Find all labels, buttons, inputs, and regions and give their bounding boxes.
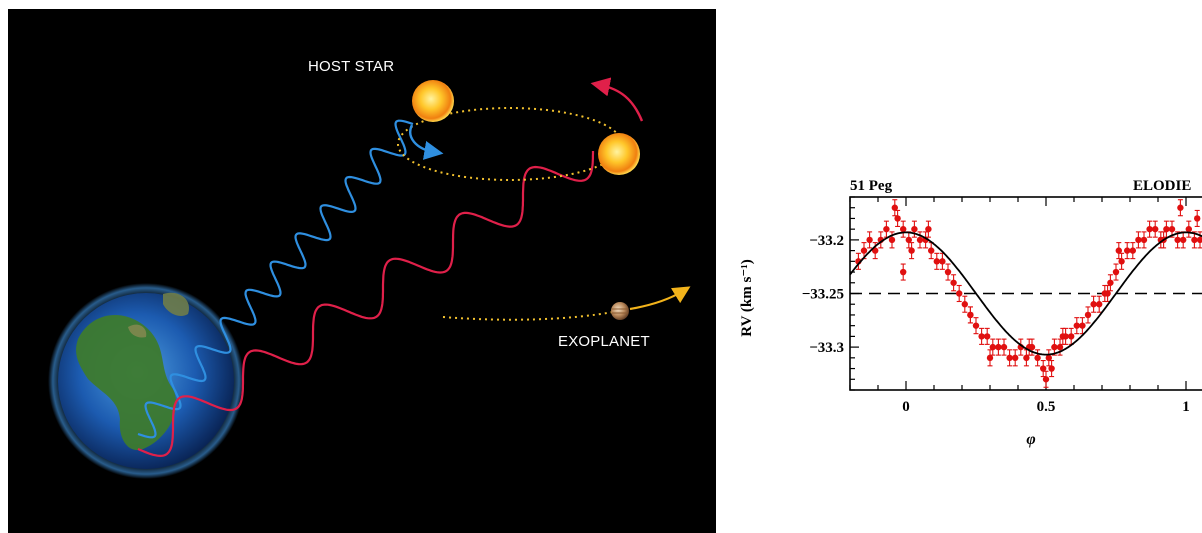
data-point bbox=[1174, 236, 1181, 244]
data-point bbox=[908, 247, 915, 254]
data-point bbox=[891, 204, 898, 211]
data-point bbox=[1152, 225, 1159, 233]
data-point bbox=[883, 225, 890, 233]
data-point bbox=[1023, 354, 1030, 362]
data-point bbox=[1012, 354, 1019, 362]
data-point bbox=[1045, 354, 1052, 362]
data-point bbox=[1140, 236, 1148, 244]
data-point bbox=[1059, 333, 1066, 340]
data-point bbox=[888, 236, 896, 244]
chart-title-left: 51 Peg bbox=[850, 178, 893, 194]
data-point bbox=[1180, 236, 1187, 244]
data-point bbox=[1168, 225, 1176, 233]
data-point bbox=[1196, 236, 1202, 244]
x-tick-label: 0.5 bbox=[1037, 399, 1056, 415]
x-tick-label: 1 bbox=[1182, 399, 1190, 415]
data-point bbox=[1040, 365, 1047, 372]
data-point bbox=[995, 343, 1002, 351]
data-point bbox=[956, 290, 963, 297]
data-point bbox=[1051, 343, 1058, 351]
data-point bbox=[894, 215, 901, 222]
data-point bbox=[925, 225, 932, 233]
data-point bbox=[911, 225, 918, 233]
host-star-label: HOST STAR bbox=[308, 58, 395, 75]
data-point bbox=[1129, 247, 1136, 254]
data-point bbox=[1112, 268, 1120, 276]
data-point bbox=[1163, 225, 1170, 233]
data-point bbox=[1107, 279, 1114, 286]
data-point bbox=[986, 354, 994, 362]
data-point bbox=[1056, 343, 1064, 351]
rotation-arrow-red bbox=[590, 77, 644, 122]
data-point bbox=[1185, 225, 1192, 233]
data-point bbox=[1079, 322, 1086, 329]
planet-motion-arrow bbox=[629, 286, 691, 311]
data-point bbox=[967, 311, 974, 319]
exoplanet-label: EXOPLANET bbox=[558, 333, 650, 350]
data-point bbox=[928, 247, 935, 254]
data-point bbox=[1096, 301, 1103, 308]
data-point bbox=[1006, 354, 1013, 362]
data-point bbox=[900, 225, 907, 233]
data-point bbox=[1177, 204, 1184, 211]
data-point bbox=[984, 333, 991, 340]
x-axis-label: φ bbox=[1026, 431, 1035, 448]
data-point bbox=[1124, 247, 1131, 254]
data-point bbox=[1194, 215, 1201, 222]
data-point bbox=[1084, 311, 1092, 319]
chart-title-right: ELODIE bbox=[1133, 178, 1191, 194]
fit-curve bbox=[849, 231, 1202, 356]
data-point bbox=[1048, 365, 1055, 372]
data-point bbox=[866, 236, 873, 244]
x-tick-label: 0 bbox=[902, 399, 910, 415]
data-point bbox=[1034, 354, 1041, 362]
data-point bbox=[933, 258, 940, 265]
host-star-position-2 bbox=[598, 133, 640, 175]
data-point bbox=[860, 247, 868, 254]
data-point bbox=[972, 322, 980, 329]
y-tick-label: −33.25 bbox=[802, 287, 844, 303]
data-point bbox=[1146, 225, 1153, 233]
data-point bbox=[1042, 376, 1050, 383]
y-tick-label: −33.3 bbox=[809, 340, 844, 356]
rotation-arrow-blue bbox=[409, 124, 444, 160]
data-point bbox=[1073, 322, 1080, 329]
host-star-position-1 bbox=[412, 80, 454, 122]
data-point bbox=[916, 236, 924, 244]
radial-velocity-diagram: HOST STAR EXOPLANET bbox=[8, 9, 716, 533]
data-point bbox=[1118, 258, 1125, 265]
data-point bbox=[1068, 333, 1075, 340]
data-point bbox=[978, 333, 985, 340]
planet-orbit-path bbox=[442, 311, 614, 321]
data-point bbox=[989, 343, 996, 351]
exoplanet bbox=[611, 302, 629, 320]
data-point bbox=[900, 268, 907, 276]
data-point bbox=[1104, 290, 1111, 297]
data-point bbox=[1191, 236, 1198, 244]
data-point bbox=[1000, 343, 1008, 351]
data-point bbox=[939, 258, 946, 265]
data-point bbox=[961, 301, 968, 308]
blueshift-wave bbox=[137, 119, 414, 439]
data-point bbox=[950, 279, 957, 286]
data-point bbox=[1090, 301, 1097, 308]
diagram-artwork bbox=[48, 77, 691, 479]
data-point bbox=[1135, 236, 1142, 244]
earth-globe bbox=[48, 283, 244, 479]
rv-chart-svg: 51 Peg ELODIE RV (km s⁻¹) φ 0 0.5 1 −33.2 −3… bbox=[739, 178, 1202, 448]
redshift-wave bbox=[137, 151, 595, 458]
data-point bbox=[944, 268, 952, 276]
y-tick-label: −33.2 bbox=[809, 233, 844, 249]
y-axis-label: RV (km s⁻¹) bbox=[739, 259, 755, 336]
plot-area: 0 0.5 1 −33.2 −33.25 −33.3 bbox=[802, 196, 1202, 415]
data-point bbox=[905, 236, 912, 244]
data-point bbox=[1115, 247, 1122, 254]
rv-curve-chart: 51 Peg ELODIE RV (km s⁻¹) φ 0 0.5 1 −33.2 −3… bbox=[725, 150, 1202, 450]
